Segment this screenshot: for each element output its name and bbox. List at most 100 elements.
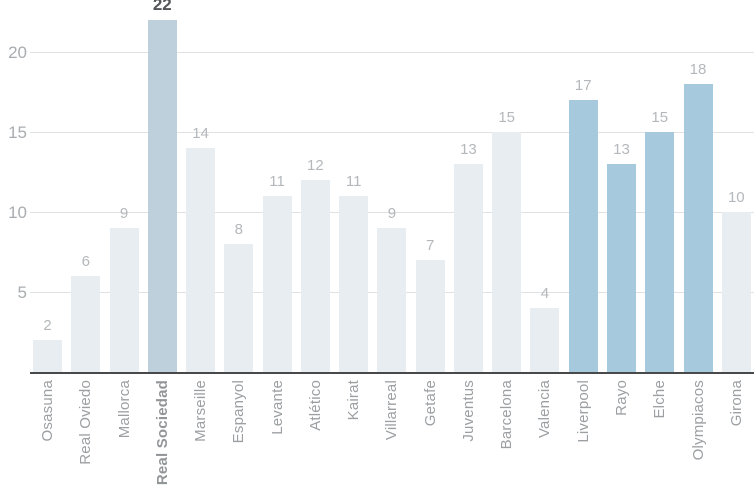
x-label-barcelona: Barcelona [498, 380, 516, 450]
x-label-liverpool: Liverpool [574, 380, 592, 443]
bar-espanyol [224, 244, 254, 372]
bar-value-real-oviedo: 6 [81, 253, 90, 270]
bar-value-kairat: 11 [345, 173, 362, 190]
bar-cell-villarreal: 9 [377, 0, 407, 372]
bar-real-sociedad [147, 20, 177, 372]
x-label-cell-liverpool: Liverpool [569, 380, 598, 488]
y-tick-label-20: 20 [8, 43, 27, 62]
x-label-cell-villarreal: Villarreal [377, 380, 406, 488]
bar-osasuna [33, 340, 62, 372]
y-tick-label-10: 10 [8, 203, 27, 222]
x-label-cell-real-oviedo: Real Oviedo [71, 380, 100, 488]
gridline-15 [30, 132, 754, 133]
bar-value-osasuna: 2 [43, 317, 52, 334]
bar-value-getafe: 7 [425, 237, 435, 254]
x-label-cell-kairat: Kairat [339, 380, 368, 488]
x-label-cell-olympiacos: Olympiacos [684, 380, 713, 488]
x-label-cell-real-sociedad: Real Sociedad [148, 380, 177, 488]
bar-value-mallorca: 9 [119, 205, 129, 222]
x-label-girona: Girona [727, 380, 745, 427]
bar-value-liverpool: 17 [574, 77, 592, 94]
x-label-rayo: Rayo [612, 380, 630, 416]
bar-elche [645, 132, 675, 372]
x-label-getafe: Getafe [421, 380, 439, 427]
y-tick-label-5: 5 [17, 283, 27, 302]
bar-levante [262, 196, 292, 372]
x-label-cell-barcelona: Barcelona [492, 380, 521, 488]
bar-cell-levante: 11 [262, 0, 292, 372]
bar-value-girona: 10 [727, 189, 745, 206]
bar-kairat [339, 196, 369, 372]
bar-value-atletico: 12 [307, 157, 324, 174]
bar-girona [721, 212, 751, 372]
bar-mallorca [109, 228, 139, 372]
bar-cell-mallorca: 9 [109, 0, 139, 372]
bar-cell-atletico: 12 [300, 0, 330, 372]
bar-value-juventus: 13 [460, 141, 477, 158]
bar-cell-rayo: 13 [606, 0, 636, 372]
bar-value-elche: 15 [651, 109, 669, 126]
bar-value-villarreal: 9 [387, 205, 397, 222]
x-label-mallorca: Mallorca [115, 380, 133, 439]
bar-value-olympiacos: 18 [689, 61, 707, 78]
bar-cell-real-sociedad: 22 [147, 0, 177, 372]
x-axis-category-labels: Osasuna Real Oviedo Mallorca Real Sociedad M… [33, 380, 751, 488]
bar-valencia [530, 308, 560, 372]
gridline-20 [30, 52, 754, 53]
bar-value-rayo: 13 [613, 141, 630, 158]
x-label-osasuna: Osasuna [39, 380, 56, 442]
x-label-cell-rayo: Rayo [607, 380, 636, 488]
gridline-10 [30, 212, 754, 213]
bar-cell-getafe: 7 [415, 0, 445, 372]
x-label-cell-elche: Elche [645, 380, 674, 488]
x-label-juventus: Juventus [459, 380, 477, 442]
bar-villarreal [377, 228, 407, 372]
bar-real-oviedo [71, 276, 101, 372]
bar-value-marseille: 14 [192, 125, 209, 142]
bar-value-levante: 11 [269, 173, 285, 190]
x-label-levante: Levante [268, 380, 286, 435]
bar-value-real-sociedad: 22 [152, 0, 172, 14]
x-label-cell-espanyol: Espanyol [224, 380, 253, 488]
x-label-cell-getafe: Getafe [416, 380, 445, 488]
y-tick-label-15: 15 [8, 123, 27, 142]
bar-cell-espanyol: 8 [224, 0, 254, 372]
bar-cell-juventus: 13 [453, 0, 483, 372]
bar-olympiacos [683, 84, 713, 372]
bar-value-espanyol: 8 [234, 221, 243, 238]
bar-atletico [300, 180, 330, 372]
x-label-cell-osasuna: Osasuna [33, 380, 62, 488]
bar-cell-olympiacos: 18 [683, 0, 713, 372]
x-label-cell-levante: Levante [263, 380, 292, 488]
bar-juventus [453, 164, 483, 372]
x-label-cell-marseille: Marseille [186, 380, 215, 488]
x-label-valencia: Valencia [536, 380, 554, 439]
bar-value-valencia: 4 [540, 285, 550, 302]
bars-area: 2 6 9 22 14 8 11 12 11 9 7 13 15 4 17 13 15 18 10 [33, 0, 751, 372]
x-label-real-oviedo: Real Oviedo [77, 380, 95, 465]
x-label-atletico: Atlético [306, 380, 324, 431]
x-label-cell-juventus: Juventus [454, 380, 483, 488]
bar-cell-girona: 10 [721, 0, 751, 372]
bar-marseille [186, 148, 216, 372]
x-label-kairat: Kairat [345, 380, 363, 421]
x-label-elche: Elche [651, 380, 669, 419]
bar-getafe [415, 260, 445, 372]
x-axis-line [30, 372, 754, 374]
bar-rayo [606, 164, 636, 372]
bar-cell-real-oviedo: 6 [71, 0, 101, 372]
bar-cell-kairat: 11 [339, 0, 369, 372]
bar-cell-liverpool: 17 [568, 0, 598, 372]
x-label-olympiacos: Olympiacos [689, 380, 707, 461]
bar-cell-valencia: 4 [530, 0, 560, 372]
bar-value-barcelona: 15 [498, 109, 516, 126]
bar-liverpool [568, 100, 598, 372]
bar-cell-marseille: 14 [186, 0, 216, 372]
x-label-cell-girona: Girona [722, 380, 751, 488]
x-label-cell-atletico: Atlético [301, 380, 330, 488]
x-label-real-sociedad: Real Sociedad [153, 380, 171, 486]
x-label-marseille: Marseille [192, 380, 210, 442]
x-label-cell-valencia: Valencia [530, 380, 559, 488]
bar-cell-elche: 15 [645, 0, 675, 372]
